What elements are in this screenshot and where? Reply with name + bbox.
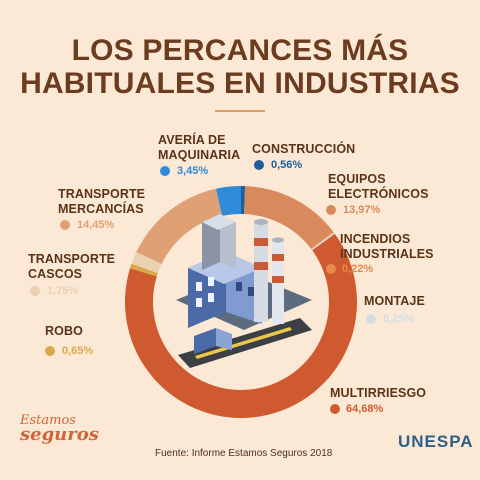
value-transporte-mercancias: 14,45% bbox=[77, 219, 115, 231]
title-line-2: HABITUALES EN INDUSTRIAS bbox=[20, 67, 460, 100]
slice-transporte-cascos bbox=[131, 251, 162, 273]
estamos-seguros-logo: Estamos seguros bbox=[20, 413, 99, 445]
legend-dot-transporte-mercancias bbox=[60, 220, 70, 230]
brand-line-1: Estamos bbox=[20, 413, 76, 428]
title-divider bbox=[215, 110, 265, 112]
value-incendios: 0,22% bbox=[342, 263, 374, 275]
value-multirriesgo: 64,68% bbox=[346, 403, 384, 415]
label-averia-line-2: MAQUINARIA bbox=[158, 148, 241, 162]
value-transporte-cascos: 1,75% bbox=[47, 285, 79, 297]
legend-dot-robo bbox=[45, 346, 55, 356]
slice-averia bbox=[216, 186, 241, 217]
brand-line-2: seguros bbox=[20, 424, 99, 445]
slice-montaje bbox=[311, 232, 335, 251]
legend-dot-montaje bbox=[366, 314, 376, 324]
label-transporte-mercancias-line-2: MERCANCÍAS bbox=[58, 202, 144, 216]
source-note: Fuente: Informe Estamos Seguros 2018 bbox=[155, 448, 333, 459]
slice-multirriesgo bbox=[124, 233, 357, 418]
legend-dot-transporte-cascos bbox=[30, 286, 40, 296]
label-transporte-mercancias-line-1: TRANSPORTE bbox=[58, 187, 146, 201]
donut-slices bbox=[124, 186, 357, 418]
legend-dot-averia bbox=[160, 166, 170, 176]
label-construccion: CONSTRUCCIÓN bbox=[252, 142, 356, 156]
label-transporte-cascos-line-2: CASCOS bbox=[28, 267, 83, 281]
label-equipos-line-2: ELECTRÓNICOS bbox=[328, 187, 429, 201]
label-robo: ROBO bbox=[45, 324, 83, 338]
label-incendios-line-2: INDUSTRIALES bbox=[340, 247, 434, 261]
value-robo: 0,65% bbox=[62, 345, 94, 357]
label-montaje: MONTAJE bbox=[364, 294, 425, 308]
label-multirriesgo: MULTIRRIESGO bbox=[330, 386, 427, 400]
slice-transporte-mercancias bbox=[136, 188, 223, 265]
legend-dot-construccion bbox=[254, 160, 264, 170]
legend-dot-incendios bbox=[326, 264, 336, 274]
slice-incendios bbox=[310, 231, 334, 250]
label-averia-line-1: AVERÍA DE bbox=[158, 133, 226, 147]
label-transporte-cascos-line-1: TRANSPORTE bbox=[28, 252, 116, 266]
slice-equipos bbox=[244, 186, 333, 249]
unespa-logo: UNESPA bbox=[398, 432, 474, 451]
label-incendios-line-1: INCENDIOS bbox=[340, 232, 411, 246]
title-line-1: LOS PERCANCES MÁS bbox=[71, 34, 409, 67]
slice-robo bbox=[130, 263, 158, 277]
value-equipos: 13,97% bbox=[343, 204, 381, 216]
factory-illustration bbox=[169, 214, 313, 374]
value-averia: 3,45% bbox=[177, 165, 209, 177]
value-montaje: 0,25% bbox=[383, 313, 415, 325]
slice-construccion bbox=[241, 186, 246, 215]
legend-dot-equipos bbox=[326, 205, 336, 215]
label-equipos-line-1: EQUIPOS bbox=[328, 172, 386, 186]
value-construccion: 0,56% bbox=[271, 159, 303, 171]
legend-dot-multirriesgo bbox=[330, 404, 340, 414]
